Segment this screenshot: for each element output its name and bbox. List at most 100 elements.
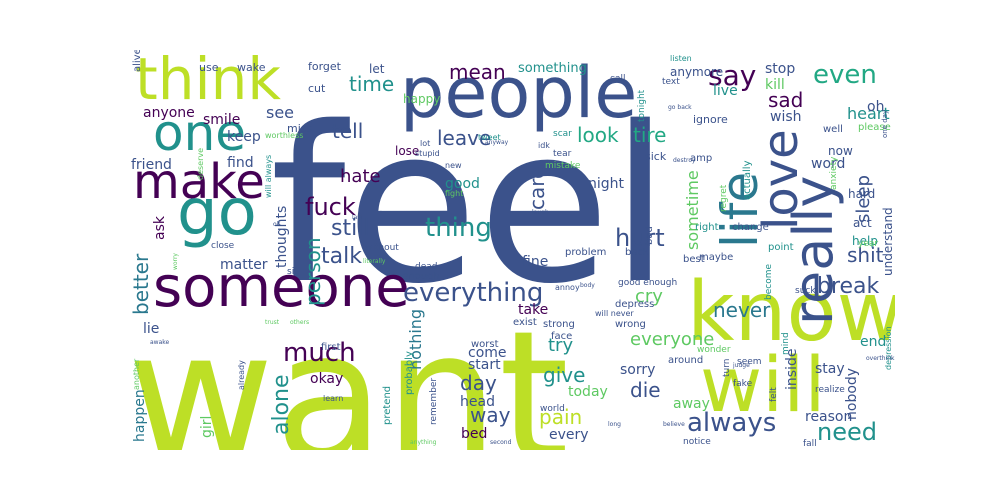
cloud-word: believe: [663, 421, 685, 428]
cloud-word: call: [610, 74, 626, 84]
cloud-word: scar: [553, 129, 572, 139]
cloud-word: lose: [395, 144, 420, 158]
cloud-word: think: [135, 50, 281, 113]
cloud-word: tonight: [637, 89, 647, 122]
cloud-word: destroy: [673, 157, 696, 164]
cloud-word: regret: [719, 184, 729, 212]
cloud-word: start: [468, 357, 501, 373]
cloud-word: fake: [733, 379, 753, 389]
cloud-word: even: [813, 60, 877, 90]
cloud-word: thing: [425, 213, 492, 243]
cloud-word: alive: [132, 50, 143, 72]
cloud-word: wrong: [615, 319, 646, 330]
cloud-word: change: [732, 222, 769, 233]
cloud-word: amp: [690, 153, 713, 164]
cloud-word: first: [321, 342, 341, 353]
cloud-word: sick: [645, 150, 667, 163]
cloud-word: turn: [722, 358, 732, 377]
cloud-word: talk: [321, 244, 362, 269]
cloud-word: okay: [310, 371, 344, 387]
cloud-word: exist: [513, 317, 537, 328]
cloud-word: please: [858, 122, 891, 133]
cloud-word: try: [548, 335, 574, 356]
cloud-word: wonder: [697, 345, 731, 355]
cloud-word: strong: [543, 319, 575, 330]
cloud-word: come: [468, 345, 507, 361]
cloud-word: sit: [287, 267, 298, 277]
cloud-word: ok: [273, 221, 281, 228]
cloud-word: now: [828, 144, 853, 158]
cloud-word: tire: [633, 123, 667, 147]
cloud-word: anymore: [670, 65, 724, 79]
cloud-word: maybe: [699, 252, 734, 263]
cloud-word: understand: [881, 207, 895, 276]
cloud-word: see: [266, 103, 295, 122]
cloud-word: tell: [332, 119, 364, 143]
cloud-word: fall: [803, 439, 817, 449]
cloud-word: hard: [848, 187, 876, 201]
cloud-word: one: [153, 104, 247, 162]
cloud-word: enough: [402, 271, 440, 282]
cloud-word: day: [460, 371, 497, 395]
cloud-word: everyone: [630, 329, 715, 350]
cloud-word: cry: [635, 286, 663, 307]
cloud-word: act: [853, 216, 872, 230]
cloud-word: find: [227, 155, 254, 171]
cloud-word: will never: [595, 309, 634, 318]
cloud-word: tear: [553, 149, 572, 159]
cloud-word: good: [445, 176, 480, 192]
cloud-word: remember: [429, 377, 439, 425]
cloud-word: actually: [742, 160, 753, 201]
cloud-word: best: [683, 254, 705, 265]
cloud-word: today: [568, 384, 608, 400]
cloud-word: stay: [815, 361, 845, 377]
cloud-word: much: [283, 338, 356, 368]
cloud-word: smile: [203, 112, 241, 128]
cloud-word: fine: [522, 254, 549, 270]
cloud-word: another: [132, 358, 141, 390]
cloud-word: will always: [264, 154, 273, 198]
cloud-word: judge: [733, 362, 750, 369]
cloud-word: anything: [410, 439, 437, 446]
cloud-word: wish: [770, 109, 802, 125]
cloud-word: pain: [539, 405, 583, 429]
cloud-word: die: [630, 378, 661, 402]
cloud-word: head: [460, 394, 495, 410]
cloud-word: long: [608, 421, 621, 428]
cloud-word: friend: [131, 157, 172, 173]
cloud-word: overthinking: [866, 355, 895, 362]
cloud-word: live: [713, 83, 738, 99]
cloud-word: away: [673, 396, 710, 412]
cloud-word: ask: [152, 216, 168, 240]
cloud-word: every: [549, 427, 589, 443]
cloud-word: listen: [670, 54, 692, 63]
cloud-word: wake: [237, 61, 266, 74]
cloud-word: never: [713, 298, 771, 322]
cloud-word: reason: [805, 409, 853, 425]
cloud-word: one day: [881, 109, 889, 138]
cloud-word: without: [365, 243, 399, 253]
cloud-word: awake: [150, 339, 170, 346]
cloud-word: already: [237, 360, 246, 390]
cloud-word: want: [127, 293, 570, 451]
cloud-word: alone: [269, 374, 294, 435]
cloud-word: miss: [287, 122, 313, 135]
cloud-word: go: [177, 176, 257, 250]
cloud-word: break: [817, 274, 880, 299]
cloud-word: around: [668, 355, 704, 366]
cloud-word: seem: [737, 357, 762, 367]
cloud-word: say: [708, 59, 757, 92]
cloud-word: deserve: [196, 147, 205, 180]
cloud-word: annoy: [555, 283, 580, 292]
cloud-word: nobody: [844, 367, 860, 420]
cloud-word: suck: [795, 286, 816, 296]
cloud-word: still: [331, 216, 370, 241]
cloud-word: back: [625, 247, 649, 258]
cloud-word: anyway: [485, 139, 509, 146]
cloud-word: probably: [404, 351, 415, 395]
cloud-word: forget: [308, 60, 341, 73]
cloud-word: happy: [403, 92, 441, 106]
cloud-word: dead: [415, 262, 438, 272]
cloud-word: laugh: [532, 209, 549, 216]
